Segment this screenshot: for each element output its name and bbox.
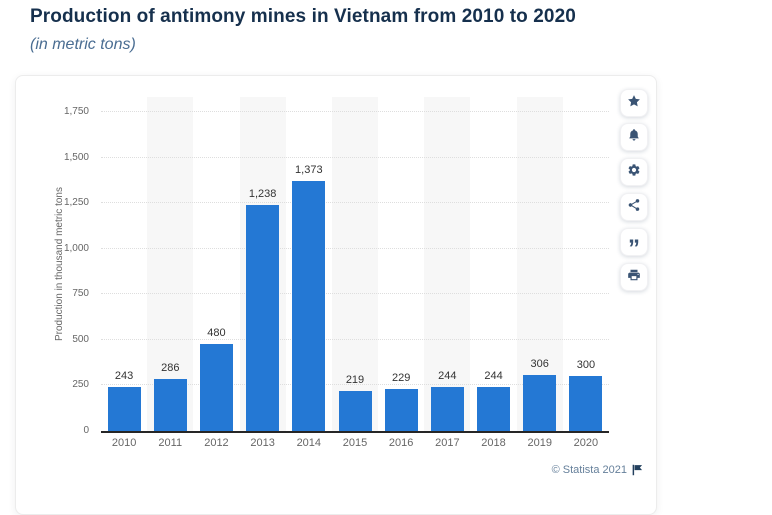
bar-2017 (430, 386, 464, 431)
page-title: Production of antimony mines in Vietnam … (30, 6, 576, 27)
alt-category-band (424, 97, 471, 431)
bar-value-label: 244 (484, 369, 503, 382)
flag-icon (632, 464, 643, 476)
bar-value-label: 286 (161, 361, 180, 374)
cite-button[interactable]: ” (620, 228, 648, 261)
settings-button[interactable] (620, 158, 648, 186)
y-tick-label: 250 (72, 379, 89, 391)
favorite-button[interactable] (620, 89, 648, 117)
gear-icon (627, 163, 641, 182)
share-button[interactable] (620, 193, 648, 221)
y-tick-label: 0 (83, 425, 89, 436)
bar-2019 (523, 375, 557, 431)
copyright-link[interactable]: © Statista 2021 (552, 464, 643, 476)
bar-value-label: 1,373 (295, 163, 323, 176)
y-tick-label: 750 (72, 288, 89, 300)
alt-category-band (147, 97, 194, 431)
gridline-750 (101, 293, 609, 295)
bar-2011 (153, 378, 187, 431)
plot-area: 243 286 480 1,238 1,373 219 229 244 244 306 300 (101, 97, 609, 431)
bar-2016 (384, 389, 418, 431)
y-tick-label: 1,500 (63, 151, 89, 163)
gridline-1500 (101, 156, 609, 158)
y-axis-ticks: 0 250 500 750 1,000 1,250 1,500 1,750 (16, 97, 89, 436)
x-tick-label-2015: 2015 (342, 437, 368, 449)
x-tick-label-2020: 2020 (573, 437, 599, 449)
x-tick-label-2013: 2013 (250, 437, 275, 449)
x-tick-label-2011: 2011 (158, 437, 183, 449)
bar-value-label: 244 (438, 369, 457, 382)
y-tick-label: 500 (72, 333, 89, 345)
gridline-1000 (101, 247, 609, 249)
statista-chart-page: { "header": { "title": "Production of an… (15, 6, 657, 515)
gridline-1250 (101, 202, 609, 204)
gridline-500 (101, 338, 609, 340)
bar-value-label: 1,238 (248, 188, 277, 201)
bar-value-label: 229 (391, 372, 411, 385)
bar-2015 (338, 391, 372, 431)
x-tick-label-2016: 2016 (388, 437, 414, 449)
bell-icon (627, 128, 641, 147)
star-icon (627, 94, 641, 113)
bar-2013 (246, 205, 280, 431)
bar-value-label: 480 (207, 326, 226, 339)
print-button[interactable] (620, 263, 648, 291)
x-tick-label-2018: 2018 (481, 437, 506, 449)
alt-category-band (331, 97, 379, 431)
x-tick-label-2010: 2010 (111, 437, 137, 449)
bar-2012 (199, 343, 233, 431)
x-tick-label-2017: 2017 (435, 437, 460, 449)
x-tick-label-2019: 2019 (527, 437, 552, 449)
bar-value-label: 219 (345, 374, 365, 387)
bar-2010 (107, 386, 141, 431)
copyright-text: © Statista 2021 (551, 464, 627, 476)
alert-button[interactable] (620, 123, 648, 151)
bar-value-label: 300 (576, 359, 596, 372)
bar-2014 (292, 180, 326, 431)
y-tick-label: 1,750 (63, 106, 89, 118)
gridline-1750 (101, 111, 609, 113)
quote-icon: ” (628, 235, 640, 262)
y-tick-label: 1,250 (63, 197, 89, 209)
x-axis-labels: 2010 2011 2012 2013 2014 2015 2016 2017 2018 2019… (101, 437, 609, 451)
bar-2018 (477, 386, 511, 431)
printer-icon (627, 268, 641, 287)
bar-2020 (569, 376, 603, 431)
share-icon (627, 198, 641, 217)
bar-value-label: 306 (530, 358, 549, 371)
x-tick-label-2012: 2012 (204, 437, 229, 449)
gridline-250 (101, 384, 609, 386)
y-tick-label: 1,000 (63, 242, 89, 254)
chart-card: Production in thousand metric tons 0 250 5… (15, 75, 657, 515)
x-axis-line (101, 431, 609, 433)
x-tick-label-2014: 2014 (296, 437, 322, 449)
bar-value-label: 243 (114, 369, 134, 382)
page-subtitle: (in metric tons) (30, 36, 136, 53)
